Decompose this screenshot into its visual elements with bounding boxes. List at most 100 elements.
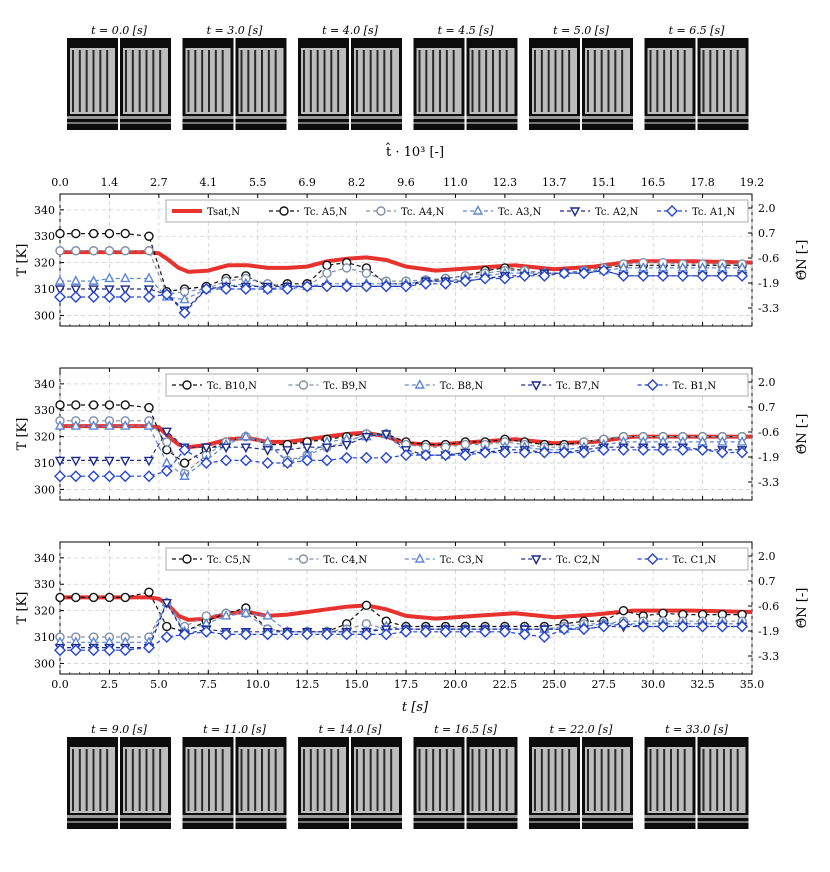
data-point [736, 435, 748, 446]
y-tick-label: 310 [34, 631, 55, 644]
data-point [71, 592, 81, 603]
legend-marker [376, 206, 386, 216]
data-point [439, 625, 452, 638]
top-x-tick-label: 9.6 [397, 176, 415, 189]
data-point [716, 269, 729, 282]
data-point [341, 263, 352, 273]
data-point [70, 456, 81, 467]
top-snapshot-label: t = 4.0 [s] [322, 24, 379, 37]
data-point [380, 280, 393, 293]
bottom-image-strip: t = 9.0 [s] t = 11.0 [s] t = 14.0 [s] t = 1… [67, 723, 749, 829]
data-point [676, 443, 689, 456]
data-point [104, 272, 115, 283]
data-point [160, 464, 173, 477]
bottom-snapshot-photo [413, 737, 518, 829]
panel-3: 0.0 2.5 5.0 7.5 10.0 12.5 15.0 17.5 20.0 22.5 25.0… [15, 541, 810, 691]
y-tick-label: 300 [34, 483, 55, 496]
data-point [301, 628, 314, 641]
data-point [240, 443, 252, 454]
data-point [479, 272, 492, 285]
data-point [69, 290, 82, 303]
bottom-snapshot-label: t = 9.0 [s] [91, 723, 148, 736]
top-x-tick-label: 8.2 [348, 176, 366, 189]
data-point [736, 620, 749, 633]
data-point [716, 620, 729, 633]
legend-marker [666, 205, 678, 217]
data-point [88, 456, 99, 467]
top-snapshot-label: t = 6.5 [s] [669, 24, 726, 37]
data-point [120, 272, 131, 283]
data-point [220, 283, 233, 296]
data-point [54, 420, 66, 430]
data-point [104, 400, 115, 410]
right-y-axis-label: Θ̂N [-] [795, 240, 810, 281]
top-snapshot-photo [182, 38, 287, 130]
y-axis-label: T [K] [15, 592, 30, 625]
legend-label: Tc. C4,N [323, 555, 367, 566]
data-point [736, 269, 749, 282]
data-point [380, 628, 393, 641]
legend-label: Tc. A3,N [498, 207, 542, 218]
top-snapshot-photo [644, 38, 749, 130]
data-point [220, 454, 233, 467]
data-point [119, 290, 132, 303]
data-point [400, 280, 412, 293]
data-point [577, 267, 590, 280]
data-point [54, 285, 66, 296]
data-point [104, 246, 115, 256]
data-point [736, 446, 749, 459]
bottom-snapshot-label: t = 22.0 [s] [550, 723, 614, 736]
data-point [262, 609, 273, 620]
data-point [498, 272, 511, 285]
x-tick-label: 20.0 [443, 678, 468, 691]
data-point [716, 446, 729, 459]
data-point [104, 456, 115, 467]
y-axis-label: T [K] [15, 244, 30, 277]
data-point [143, 272, 155, 283]
data-point [361, 268, 372, 278]
panel-2: 300 310 320 330 340 2.0 0.7 -0.6 -1.9 -3.3 T [K] Θ̂… [15, 367, 810, 501]
data-point [361, 600, 372, 611]
legend-label: Tc. B1,N [673, 381, 717, 392]
top-x-tick-label: 5.5 [249, 176, 267, 189]
data-point [70, 420, 81, 430]
y-tick-label: 310 [34, 283, 55, 296]
bottom-snapshot-photo [67, 737, 171, 829]
legend-marker [279, 206, 289, 216]
series-t-sat-n [60, 250, 753, 274]
right-y-tick-label: 2.0 [758, 550, 776, 563]
data-point [104, 228, 115, 239]
data-point [239, 283, 252, 296]
x-tick-label: 27.5 [591, 678, 616, 691]
x-tick-label: 5.0 [150, 678, 168, 691]
top-x-tick-label: 11.0 [443, 176, 468, 189]
data-point [597, 443, 610, 456]
data-point [380, 451, 393, 464]
data-point [120, 400, 130, 410]
top-image-strip: t = 0.0 [s] t = 3.0 [s] t = 4.0 [s] t = 4.5… [67, 24, 749, 130]
y-tick-label: 310 [34, 457, 55, 470]
top-x-tick-label: 17.8 [690, 176, 715, 189]
data-point [200, 283, 213, 296]
data-point [717, 435, 728, 446]
x-tick-label: 12.5 [295, 678, 320, 691]
top-x-tick-label: 1.4 [101, 176, 119, 189]
bottom-snapshot-label: t = 14.0 [s] [319, 723, 383, 736]
legend-label: Tc. C5,N [207, 555, 251, 566]
x-tick-label: 2.5 [101, 678, 119, 691]
data-point [200, 457, 213, 470]
data-point [459, 275, 472, 288]
data-point [119, 644, 132, 657]
legend-label: Tc. A2,N [595, 207, 639, 218]
data-point [144, 402, 154, 413]
x-tick-label: 30.0 [641, 678, 666, 691]
data-point [120, 420, 131, 430]
data-point [162, 437, 172, 447]
data-point [220, 609, 232, 620]
data-point [439, 277, 452, 290]
right-y-tick-label: -1.9 [758, 625, 779, 638]
data-point [322, 268, 332, 278]
data-point [103, 470, 116, 483]
data-point [459, 449, 472, 462]
data-point [144, 231, 154, 241]
